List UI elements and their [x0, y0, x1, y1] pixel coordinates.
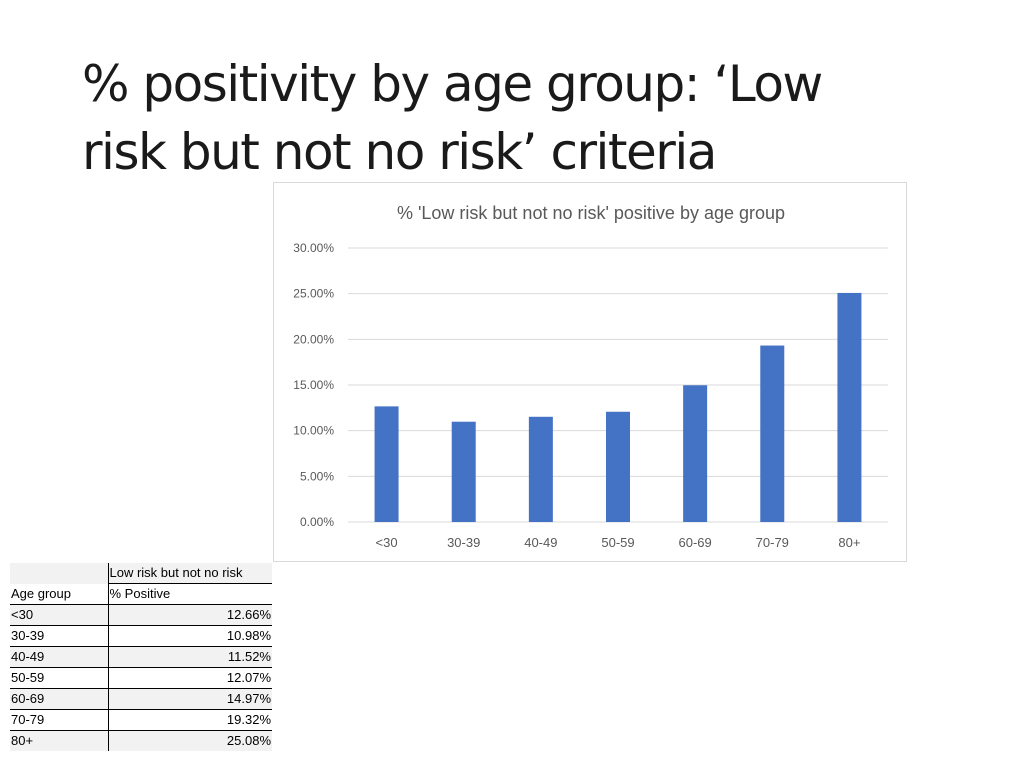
y-tick-label: 25.00%: [293, 287, 334, 301]
table-cell-value: 12.66%: [107, 604, 272, 626]
table-cell-value: 10.98%: [107, 625, 272, 647]
table-cell-age: 30-39: [10, 625, 108, 647]
table-cell-value: 19.32%: [107, 709, 272, 731]
table-row: <30 12.66%: [10, 604, 272, 626]
slide-title-line-2: risk but not no risk’ criteria: [82, 123, 717, 181]
x-axis-ticks: <30 30-39 40-49 50-59 60-69 70-79 80+: [376, 535, 861, 550]
x-tick-label: 60-69: [679, 535, 712, 550]
bar-chart-svg: % 'Low risk but not no risk' positive by…: [293, 203, 888, 550]
bar-50-59: [606, 411, 630, 522]
table-row: 50-59 12.07%: [10, 667, 272, 689]
chart-title: % 'Low risk but not no risk' positive by…: [397, 203, 785, 223]
bar-60-69: [683, 385, 708, 522]
table-header-cell: Low risk but not no risk: [107, 563, 272, 584]
table-cell-age: 80+: [10, 730, 108, 751]
table-header-cell: % Positive: [107, 583, 272, 605]
data-table: Low risk but not no risk Age group % Pos…: [10, 563, 272, 751]
y-axis-ticks: 0.00% 5.00% 10.00% 15.00% 20.00% 25.00% 30.00%: [293, 241, 334, 529]
x-tick-label: 50-59: [601, 535, 634, 550]
table-row: 80+ 25.08%: [10, 730, 272, 751]
table-header-row-1: Low risk but not no risk: [10, 563, 272, 584]
table-row: 60-69 14.97%: [10, 688, 272, 710]
x-tick-label: 40-49: [524, 535, 557, 550]
bars: [374, 292, 862, 522]
table-row: 40-49 11.52%: [10, 646, 272, 668]
bar-30-39: [451, 421, 476, 522]
table-row: 70-79 19.32%: [10, 709, 272, 731]
table-header-cell: Age group: [10, 583, 108, 605]
table-header-row-2: Age group % Positive: [10, 583, 272, 605]
table-cell-age: 40-49: [10, 646, 108, 668]
y-tick-label: 0.00%: [300, 515, 334, 529]
slide-title: % positivity by age group: ‘Low risk but…: [82, 50, 942, 186]
bar-40-49: [528, 416, 553, 522]
y-tick-label: 30.00%: [293, 241, 334, 255]
x-tick-label: <30: [376, 535, 398, 550]
x-tick-label: 70-79: [756, 535, 789, 550]
bar-80+: [837, 292, 862, 522]
y-tick-label: 20.00%: [293, 332, 334, 346]
table-row: 30-39 10.98%: [10, 625, 272, 647]
table-cell-age: 70-79: [10, 709, 108, 731]
x-tick-label: 30-39: [447, 535, 480, 550]
bar-70-79: [760, 345, 785, 522]
slide-title-line-1: % positivity by age group: ‘Low: [82, 55, 823, 113]
table-cell-value: 12.07%: [107, 667, 272, 689]
x-tick-label: 80+: [838, 535, 860, 550]
bar-chart: % 'Low risk but not no risk' positive by…: [273, 182, 907, 562]
table-cell-value: 11.52%: [107, 646, 272, 668]
table-cell-value: 14.97%: [107, 688, 272, 710]
table-header-cell: [10, 563, 108, 584]
table-cell-age: 60-69: [10, 688, 108, 710]
y-tick-label: 10.00%: [293, 424, 334, 438]
table-cell-value: 25.08%: [107, 730, 272, 751]
y-tick-label: 15.00%: [293, 378, 334, 392]
table-cell-age: <30: [10, 604, 108, 626]
y-tick-label: 5.00%: [300, 469, 334, 483]
table-cell-age: 50-59: [10, 667, 108, 689]
bar-<30: [374, 406, 399, 522]
